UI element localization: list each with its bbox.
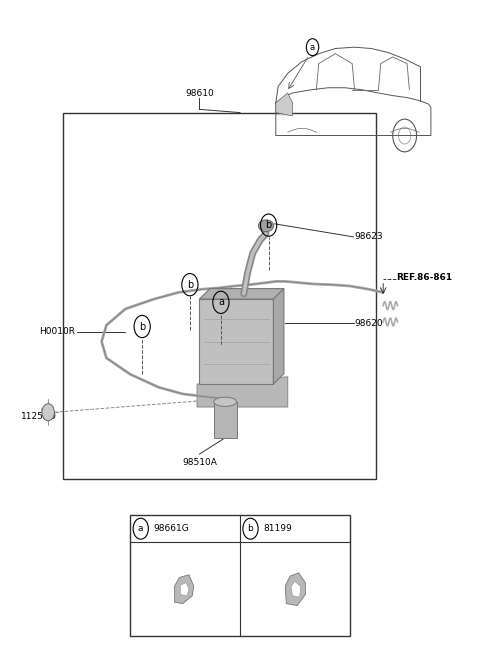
Text: REF.86-861: REF.86-861 bbox=[396, 273, 453, 282]
Text: 98610: 98610 bbox=[185, 89, 214, 98]
Text: H0010R: H0010R bbox=[39, 327, 75, 336]
Polygon shape bbox=[197, 376, 288, 407]
Circle shape bbox=[42, 404, 54, 420]
Text: a: a bbox=[310, 43, 315, 52]
Text: 98623: 98623 bbox=[355, 233, 383, 241]
Ellipse shape bbox=[258, 220, 274, 232]
Text: a: a bbox=[138, 524, 144, 533]
Ellipse shape bbox=[214, 397, 237, 406]
Polygon shape bbox=[291, 581, 300, 597]
Bar bbox=[130, 515, 350, 636]
Polygon shape bbox=[276, 93, 292, 116]
Text: b: b bbox=[187, 280, 193, 290]
Text: b: b bbox=[248, 524, 253, 533]
Polygon shape bbox=[175, 575, 194, 604]
Text: 98620: 98620 bbox=[355, 319, 383, 328]
Text: 98661G: 98661G bbox=[153, 524, 189, 533]
Text: a: a bbox=[218, 298, 224, 307]
Polygon shape bbox=[285, 573, 305, 606]
Polygon shape bbox=[274, 288, 284, 384]
Bar bbox=[63, 112, 376, 479]
Text: b: b bbox=[139, 321, 145, 332]
Polygon shape bbox=[199, 288, 284, 299]
Polygon shape bbox=[180, 583, 189, 596]
Bar bbox=[199, 299, 274, 384]
Text: 81199: 81199 bbox=[263, 524, 292, 533]
Text: 98510A: 98510A bbox=[182, 458, 217, 467]
Text: b: b bbox=[265, 220, 272, 230]
Text: 1125AD: 1125AD bbox=[22, 413, 57, 421]
Bar bbox=[214, 402, 237, 438]
